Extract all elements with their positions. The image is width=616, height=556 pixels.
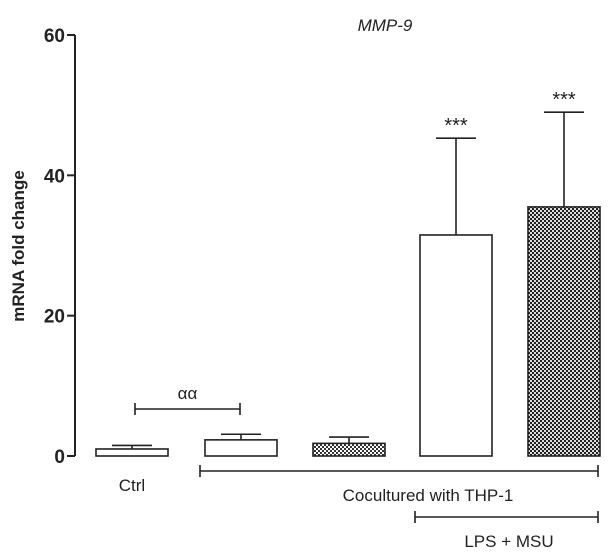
y-tick-label: 60 xyxy=(44,26,65,47)
bar xyxy=(95,448,169,457)
bracket-label: αα xyxy=(178,384,198,403)
y-tick-label: 40 xyxy=(44,166,65,187)
bracket-label: Cocultured with THP-1 xyxy=(343,486,514,505)
bar xyxy=(204,439,278,457)
bar xyxy=(419,234,493,457)
bracket-label: LPS + MSU xyxy=(464,532,553,551)
y-axis-label: mRNA fold change xyxy=(9,170,28,321)
bar xyxy=(312,442,386,457)
significance-label: *** xyxy=(444,115,468,137)
bar xyxy=(527,206,601,457)
significance-label: *** xyxy=(552,89,576,111)
chart-title: MMP-9 xyxy=(358,16,413,35)
y-tick-label: 0 xyxy=(54,447,65,468)
y-tick-label: 20 xyxy=(44,307,65,328)
category-label: Ctrl xyxy=(119,476,145,495)
